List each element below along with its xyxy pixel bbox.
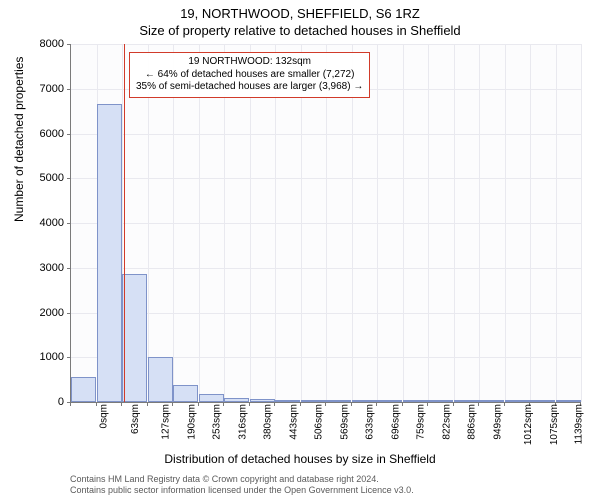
y-tick-label: 3000 [4, 262, 64, 274]
y-tick-mark [67, 44, 71, 45]
x-tick-mark [96, 402, 97, 406]
x-tick-label: 316sqm [237, 404, 248, 440]
gridline-v [199, 44, 200, 402]
x-tick-mark [249, 402, 250, 406]
annotation-line: 19 NORTHWOOD: 132sqm [136, 56, 363, 69]
x-tick-mark [172, 402, 173, 406]
gridline-v [352, 44, 353, 402]
x-tick-label: 759sqm [416, 404, 427, 440]
y-tick-mark [67, 178, 71, 179]
histogram-bar [97, 104, 122, 402]
histogram-bar [71, 377, 96, 402]
x-tick-label: 569sqm [339, 404, 350, 440]
x-tick-label: 506sqm [314, 404, 325, 440]
gridline-v [275, 44, 276, 402]
x-tick-mark [274, 402, 275, 406]
page-title: 19, NORTHWOOD, SHEFFIELD, S6 1RZ [0, 0, 600, 21]
y-tick-label: 8000 [4, 38, 64, 50]
x-tick-mark [70, 402, 71, 406]
histogram-bar [122, 274, 147, 402]
gridline-v [556, 44, 557, 402]
x-tick-label: 0sqm [98, 404, 109, 428]
y-tick-label: 6000 [4, 128, 64, 140]
gridline-v [428, 44, 429, 402]
footer-line: Contains HM Land Registry data © Crown c… [70, 474, 414, 485]
histogram-bar [199, 394, 224, 402]
x-tick-mark [300, 402, 301, 406]
y-tick-mark [67, 313, 71, 314]
y-tick-label: 4000 [4, 217, 64, 229]
x-tick-mark [504, 402, 505, 406]
x-tick-mark [376, 402, 377, 406]
y-tick-mark [67, 357, 71, 358]
y-tick-label: 0 [4, 396, 64, 408]
x-tick-label: 380sqm [263, 404, 274, 440]
x-tick-mark [223, 402, 224, 406]
gridline-v [250, 44, 251, 402]
x-tick-label: 63sqm [130, 404, 141, 434]
x-tick-label: 190sqm [186, 404, 197, 440]
gridline-v [148, 44, 149, 402]
histogram-plot-area: 19 NORTHWOOD: 132sqm← 64% of detached ho… [70, 44, 581, 403]
x-tick-label: 633sqm [365, 404, 376, 440]
gridline-v [479, 44, 480, 402]
gridline-v [403, 44, 404, 402]
x-tick-mark [325, 402, 326, 406]
annotation-line: 35% of semi-detached houses are larger (… [136, 81, 363, 94]
x-tick-label: 443sqm [288, 404, 299, 440]
x-tick-mark [351, 402, 352, 406]
histogram-bar [148, 357, 173, 402]
y-tick-label: 5000 [4, 172, 64, 184]
x-tick-label: 949sqm [492, 404, 503, 440]
property-annotation: 19 NORTHWOOD: 132sqm← 64% of detached ho… [129, 52, 370, 98]
gridline-v [224, 44, 225, 402]
x-axis-label: Distribution of detached houses by size … [0, 452, 600, 466]
x-tick-mark [147, 402, 148, 406]
gridline-v [301, 44, 302, 402]
x-tick-label: 1139sqm [573, 404, 584, 444]
footer-line: Contains public sector information licen… [70, 485, 414, 496]
property-marker-line [124, 44, 125, 402]
y-tick-mark [67, 268, 71, 269]
gridline-v [377, 44, 378, 402]
y-tick-mark [67, 223, 71, 224]
x-tick-label: 1012sqm [523, 404, 534, 445]
histogram-bar [173, 385, 198, 402]
x-tick-mark [453, 402, 454, 406]
x-tick-mark [121, 402, 122, 406]
x-tick-mark [478, 402, 479, 406]
gridline-v [173, 44, 174, 402]
y-tick-mark [67, 134, 71, 135]
x-tick-label: 127sqm [161, 404, 172, 440]
page-subtitle: Size of property relative to detached ho… [0, 21, 600, 38]
footer-attribution: Contains HM Land Registry data © Crown c… [70, 474, 414, 496]
annotation-line: ← 64% of detached houses are smaller (7,… [136, 69, 363, 82]
x-tick-label: 696sqm [390, 404, 401, 440]
gridline-v [326, 44, 327, 402]
y-tick-mark [67, 89, 71, 90]
y-tick-label: 1000 [4, 351, 64, 363]
y-tick-label: 7000 [4, 83, 64, 95]
y-tick-label: 2000 [4, 307, 64, 319]
x-tick-mark [402, 402, 403, 406]
x-tick-label: 886sqm [467, 404, 478, 440]
x-tick-mark [198, 402, 199, 406]
gridline-v [505, 44, 506, 402]
x-tick-label: 1075sqm [549, 404, 560, 445]
gridline-v [530, 44, 531, 402]
x-tick-label: 822sqm [441, 404, 452, 440]
x-tick-mark [427, 402, 428, 406]
x-tick-label: 253sqm [212, 404, 223, 440]
gridline-v [581, 44, 582, 402]
gridline-v [454, 44, 455, 402]
